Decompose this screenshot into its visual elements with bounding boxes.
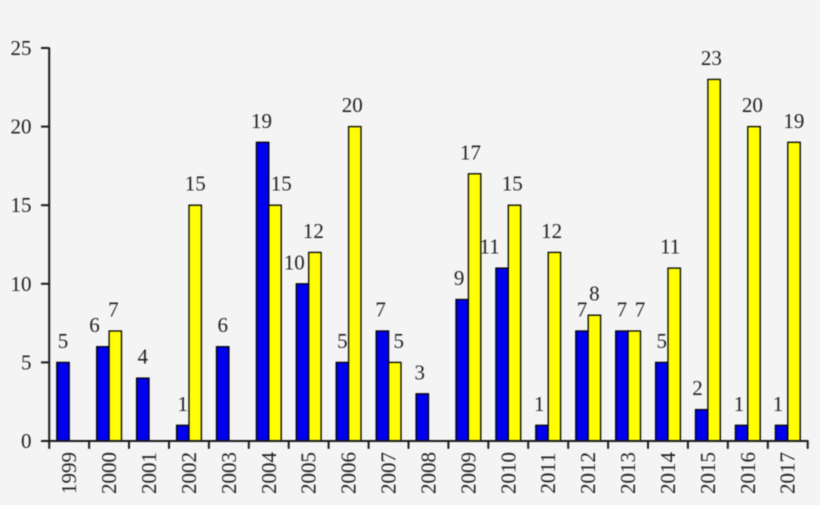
svg-text:2008: 2008 xyxy=(416,452,440,494)
svg-text:2012: 2012 xyxy=(576,452,600,494)
svg-text:0: 0 xyxy=(21,429,32,453)
svg-text:15: 15 xyxy=(271,172,292,196)
svg-text:9: 9 xyxy=(454,266,465,290)
svg-text:20: 20 xyxy=(342,93,363,117)
svg-text:2000: 2000 xyxy=(97,452,121,494)
svg-text:2011: 2011 xyxy=(536,452,560,493)
svg-text:2009: 2009 xyxy=(456,452,480,494)
svg-text:8: 8 xyxy=(589,282,600,306)
svg-text:2010: 2010 xyxy=(496,452,520,494)
svg-text:2001: 2001 xyxy=(137,452,161,494)
svg-text:1: 1 xyxy=(773,392,784,416)
svg-text:5: 5 xyxy=(21,350,32,374)
svg-text:25: 25 xyxy=(11,36,32,60)
svg-text:2015: 2015 xyxy=(696,452,720,494)
svg-text:2017: 2017 xyxy=(776,452,800,494)
svg-text:6: 6 xyxy=(217,313,228,337)
svg-text:7: 7 xyxy=(108,298,119,322)
svg-text:2006: 2006 xyxy=(337,452,361,494)
svg-text:2003: 2003 xyxy=(217,452,241,494)
svg-text:7: 7 xyxy=(577,298,588,322)
svg-text:11: 11 xyxy=(660,235,680,259)
svg-text:6: 6 xyxy=(89,313,100,337)
svg-text:2013: 2013 xyxy=(616,452,640,494)
svg-text:5: 5 xyxy=(657,329,668,353)
svg-text:2002: 2002 xyxy=(177,452,201,494)
svg-text:20: 20 xyxy=(11,115,32,139)
svg-text:19: 19 xyxy=(783,109,804,133)
svg-text:12: 12 xyxy=(303,219,324,243)
svg-text:20: 20 xyxy=(742,93,763,117)
svg-text:12: 12 xyxy=(541,219,562,243)
svg-text:10: 10 xyxy=(11,272,32,296)
svg-text:1: 1 xyxy=(178,392,189,416)
svg-text:7: 7 xyxy=(635,298,646,322)
svg-text:19: 19 xyxy=(251,109,272,133)
svg-text:5: 5 xyxy=(337,329,348,353)
svg-text:2: 2 xyxy=(692,376,703,400)
svg-text:2005: 2005 xyxy=(297,452,321,494)
svg-text:2004: 2004 xyxy=(257,452,281,495)
svg-text:23: 23 xyxy=(701,46,722,70)
svg-text:2016: 2016 xyxy=(736,452,760,494)
svg-text:7: 7 xyxy=(617,298,628,322)
svg-text:15: 15 xyxy=(502,172,523,196)
svg-text:2007: 2007 xyxy=(377,452,401,494)
svg-text:7: 7 xyxy=(375,298,386,322)
svg-text:4: 4 xyxy=(138,345,149,369)
svg-text:1: 1 xyxy=(734,392,745,416)
svg-text:11: 11 xyxy=(479,235,499,259)
svg-text:5: 5 xyxy=(394,329,405,353)
svg-text:15: 15 xyxy=(11,193,32,217)
svg-text:15: 15 xyxy=(185,172,206,196)
svg-text:3: 3 xyxy=(415,360,426,384)
svg-text:10: 10 xyxy=(284,250,305,274)
svg-text:1: 1 xyxy=(534,392,545,416)
svg-text:1999: 1999 xyxy=(57,452,81,494)
svg-text:2014: 2014 xyxy=(656,452,680,495)
svg-text:5: 5 xyxy=(58,329,69,353)
svg-text:17: 17 xyxy=(460,140,481,164)
